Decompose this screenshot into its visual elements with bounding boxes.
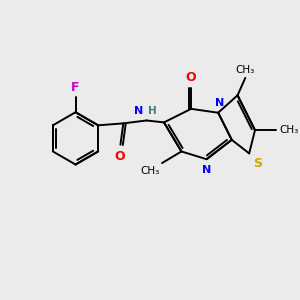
Text: O: O: [186, 71, 196, 84]
Text: CH₃: CH₃: [236, 65, 255, 75]
Text: S: S: [253, 157, 262, 170]
Text: N: N: [202, 165, 211, 175]
Text: N: N: [134, 106, 144, 116]
Text: O: O: [114, 151, 125, 164]
Text: CH₃: CH₃: [279, 125, 298, 135]
Text: H: H: [148, 106, 156, 116]
Text: CH₃: CH₃: [141, 166, 160, 176]
Text: F: F: [71, 81, 80, 94]
Text: N: N: [214, 98, 224, 108]
